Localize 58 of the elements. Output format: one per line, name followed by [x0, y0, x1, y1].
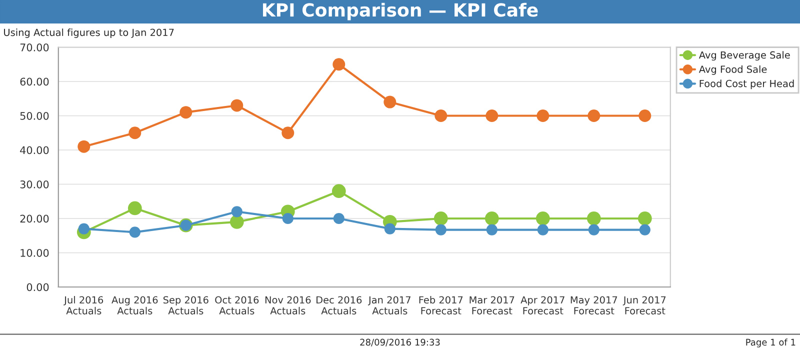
point: [639, 224, 650, 236]
text: 28/09/2016 19:33: [360, 338, 440, 346]
x-tick-label: Jan 2017 Actuals: [368, 296, 410, 314]
x-tick-label: May 2017 Forecast: [570, 296, 618, 314]
y-tick-label: 60.00: [20, 78, 49, 86]
y-tick-label: 20.00: [20, 214, 49, 223]
point: [230, 99, 244, 112]
point: [588, 110, 600, 122]
point: [333, 212, 344, 224]
point: [586, 212, 601, 226]
point: [282, 212, 294, 224]
x-tick-label: Aug 2016 Actuals: [112, 296, 158, 314]
point: [128, 126, 142, 140]
x-tick-label: Apr 2017 Forecast: [520, 296, 564, 314]
legend-label: Avg Food Sale: [698, 65, 767, 75]
point: [282, 126, 294, 140]
point: [332, 184, 346, 198]
x-tick-label: Jun 2017 Forecast: [622, 296, 666, 314]
y-tick-label: 10.00: [20, 248, 49, 257]
point: [638, 110, 652, 122]
x-tick-label: Nov 2016 Actuals: [265, 296, 311, 314]
point: [231, 206, 242, 218]
y-tick-label: 50.00: [20, 112, 49, 120]
point: [536, 212, 550, 226]
legend-label: Avg Beverage Sale: [698, 51, 790, 61]
point: [180, 106, 192, 119]
chart-title: KPI Comparison — KPI Cafe: [263, 2, 538, 20]
point: [332, 58, 346, 71]
point: [435, 224, 446, 236]
point: [128, 201, 142, 216]
point: [486, 224, 498, 236]
legend-label: Food Cost per Head: [700, 80, 794, 90]
point: [230, 214, 244, 229]
point: [434, 212, 448, 226]
y-tick-label: 70.00: [20, 43, 49, 52]
point: [384, 96, 396, 108]
x-tick-label: Jul 2016 Actuals: [64, 296, 104, 314]
point: [536, 110, 550, 122]
y-tick-label: 0.00: [26, 283, 49, 292]
point: [434, 110, 448, 122]
point: [129, 226, 140, 238]
point: [638, 212, 652, 226]
text: Page 1 of 1: [746, 338, 796, 348]
point: [588, 224, 600, 236]
point: [384, 223, 396, 234]
x-tick-label: Sep 2016 Actuals: [163, 296, 208, 314]
y-tick-label: 40.00: [20, 146, 49, 154]
x-tick-label: Feb 2017 Forecast: [419, 296, 463, 314]
y-tick-label: 30.00: [20, 180, 49, 188]
point: [78, 223, 90, 234]
point: [486, 110, 498, 122]
x-tick-label: Mar 2017 Forecast: [470, 296, 514, 314]
x-tick-label: Dec 2016 Actuals: [316, 296, 362, 314]
point: [484, 212, 499, 226]
x-tick-label: Oct 2016 Actuals: [215, 296, 259, 314]
chart-subtitle: Using Actual figures up to Jan 2017: [4, 28, 174, 38]
point: [78, 140, 90, 153]
point: [537, 224, 548, 236]
